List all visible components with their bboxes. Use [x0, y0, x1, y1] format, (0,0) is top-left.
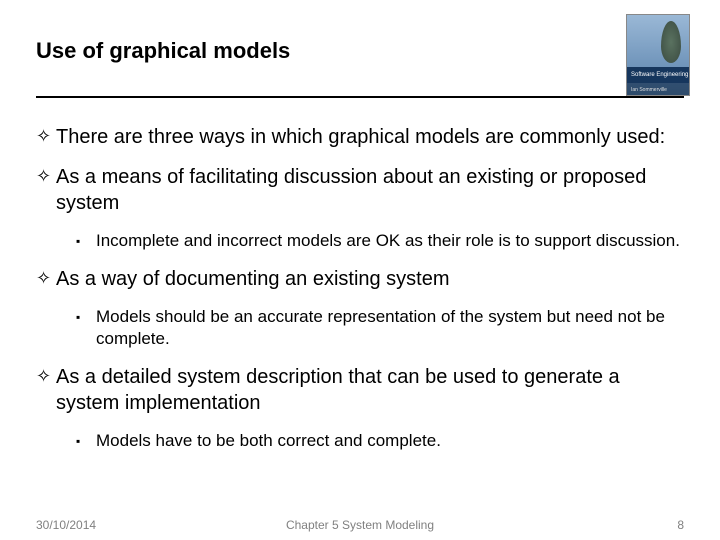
book-label: Software Engineering [631, 72, 688, 78]
diamond-icon: ✧ [36, 266, 56, 290]
slide-header: Use of graphical models Software Enginee… [36, 20, 684, 90]
diamond-icon: ✧ [36, 124, 56, 148]
slide: Use of graphical models Software Enginee… [0, 0, 720, 540]
square-icon: ▪ [76, 230, 96, 252]
footer-chapter: Chapter 5 System Modeling [36, 518, 684, 532]
bullet-text: As a means of facilitating discussion ab… [56, 164, 684, 216]
square-icon: ▪ [76, 430, 96, 452]
footer-date: 30/10/2014 [36, 518, 96, 532]
slide-footer: 30/10/2014 Chapter 5 System Modeling 8 [36, 518, 684, 532]
sub-bullet-item: ▪ Models have to be both correct and com… [76, 430, 684, 452]
bullet-text: As a way of documenting an existing syst… [56, 266, 450, 292]
diamond-icon: ✧ [36, 364, 56, 388]
book-cover-icon: Software Engineering Ian Sommerville [626, 14, 690, 96]
bullet-text: As a detailed system description that ca… [56, 364, 684, 416]
bullet-text: There are three ways in which graphical … [56, 124, 665, 150]
sub-bullet-text: Incomplete and incorrect models are OK a… [96, 230, 680, 252]
diamond-icon: ✧ [36, 164, 56, 188]
footer-page: 8 [677, 518, 684, 532]
sub-bullet-item: ▪ Incomplete and incorrect models are OK… [76, 230, 684, 252]
slide-title: Use of graphical models [36, 20, 684, 64]
bullet-item: ✧ There are three ways in which graphica… [36, 124, 684, 150]
sub-bullet-text: Models have to be both correct and compl… [96, 430, 441, 452]
book-author: Ian Sommerville [631, 87, 667, 93]
square-icon: ▪ [76, 306, 96, 328]
bullet-item: ✧ As a way of documenting an existing sy… [36, 266, 684, 292]
sub-bullet-text: Models should be an accurate representat… [96, 306, 684, 350]
bullet-item: ✧ As a detailed system description that … [36, 364, 684, 416]
sub-bullet-item: ▪ Models should be an accurate represent… [76, 306, 684, 350]
slide-content: ✧ There are three ways in which graphica… [36, 98, 684, 452]
bullet-item: ✧ As a means of facilitating discussion … [36, 164, 684, 216]
